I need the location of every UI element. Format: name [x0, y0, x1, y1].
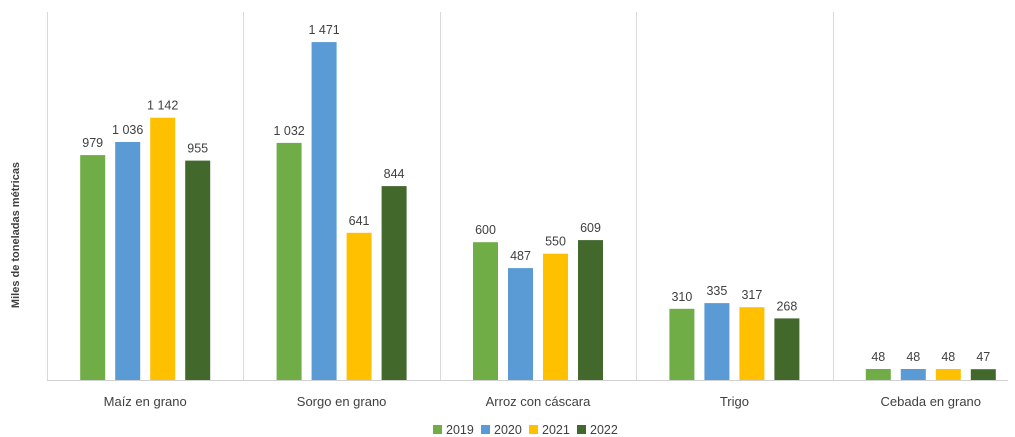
data-label: 48 [906, 350, 920, 364]
legend: 2019 2020 2021 2022 [433, 423, 618, 437]
category-label: Trigo [720, 394, 749, 409]
legend-swatch-2021 [529, 425, 538, 434]
bar-2021 [935, 369, 961, 380]
bar-2022 [185, 160, 211, 380]
bars [80, 42, 996, 380]
data-label: 48 [941, 350, 955, 364]
data-label: 550 [545, 235, 566, 249]
data-label: 48 [871, 350, 885, 364]
data-label: 335 [706, 284, 727, 298]
category-label: Maíz en grano [104, 394, 187, 409]
bar-2019 [276, 142, 302, 380]
category-label: Sorgo en grano [297, 394, 387, 409]
data-label: 317 [741, 288, 762, 302]
data-label: 1 032 [273, 124, 304, 138]
data-label: 641 [349, 214, 370, 228]
bar-2020 [508, 268, 533, 380]
legend-label: 2021 [542, 423, 570, 437]
bar-2022 [578, 240, 603, 380]
data-label: 268 [776, 299, 797, 313]
category-labels: Maíz en grano Sorgo en grano Arroz con cás… [104, 394, 981, 409]
data-label: 600 [475, 223, 496, 237]
bar-2020 [704, 303, 730, 380]
category-label: Arroz con cáscara [486, 394, 592, 409]
data-label: 1 036 [112, 123, 143, 137]
data-label: 47 [976, 350, 990, 364]
bar-2022 [970, 369, 996, 380]
category-label: Cebada en grano [881, 394, 981, 409]
bar-2021 [543, 253, 568, 380]
legend-label: 2020 [494, 423, 522, 437]
bar-2019 [473, 242, 498, 380]
data-label: 1 471 [308, 23, 339, 37]
bar-2019 [865, 369, 891, 380]
bar-2022 [381, 186, 407, 380]
bar-2019 [669, 308, 695, 380]
bar-2020 [115, 142, 141, 380]
legend-label: 2022 [590, 423, 618, 437]
bar-2021 [346, 232, 372, 380]
bar-2020 [900, 369, 926, 380]
data-label: 1 142 [147, 99, 178, 113]
data-label: 979 [82, 136, 103, 150]
data-labels: 979 1 036 1 142 955 1 032 1 471 641 844 600 487 55… [82, 23, 990, 364]
data-label: 310 [671, 290, 692, 304]
legend-label: 2019 [446, 423, 474, 437]
bar-2021 [739, 307, 765, 380]
category-separators [47, 12, 834, 380]
legend-swatch-2020 [481, 425, 490, 434]
bar-2022 [774, 318, 800, 380]
bar-2019 [80, 155, 106, 380]
bar-2021 [150, 117, 176, 380]
data-label: 844 [384, 167, 405, 181]
bar-2020 [311, 42, 337, 380]
y-axis-label: Miles de toneladas métricas [10, 162, 22, 308]
legend-swatch-2022 [577, 425, 586, 434]
legend-swatch-2019 [433, 425, 442, 434]
data-label: 955 [187, 142, 208, 156]
data-label: 609 [580, 221, 601, 235]
data-label: 487 [510, 249, 531, 263]
